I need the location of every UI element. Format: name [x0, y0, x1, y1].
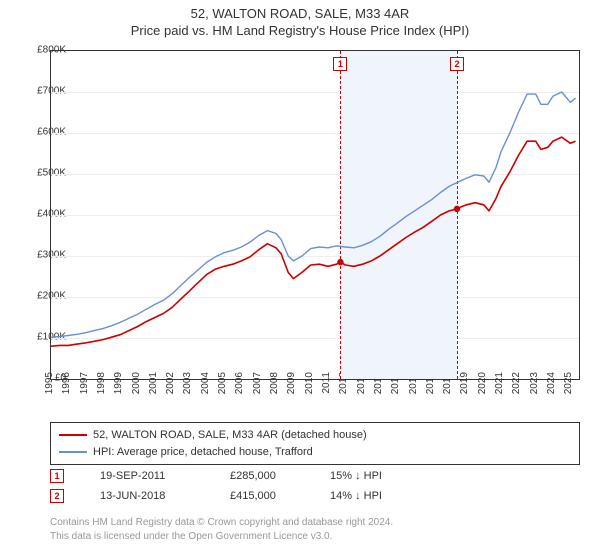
sale-point-marker — [454, 206, 460, 212]
legend-swatch-subject — [59, 434, 87, 436]
page-title: 52, WALTON ROAD, SALE, M33 4AR — [0, 0, 600, 23]
sale-marker-box: 2 — [450, 57, 464, 71]
series-line-subject — [51, 137, 576, 346]
chart-container: 52, WALTON ROAD, SALE, M33 4AR Price pai… — [0, 0, 600, 560]
legend-label-hpi: HPI: Average price, detached house, Traf… — [93, 444, 313, 461]
attribution-line1: Contains HM Land Registry data © Crown c… — [50, 516, 580, 530]
series-line-hpi — [51, 92, 576, 337]
legend-swatch-hpi — [59, 451, 87, 453]
page-subtitle: Price paid vs. HM Land Registry's House … — [0, 23, 600, 42]
attribution-line2: This data is licensed under the Open Gov… — [50, 530, 580, 544]
plot-area: 12 — [50, 50, 580, 380]
attribution: Contains HM Land Registry data © Crown c… — [50, 516, 580, 543]
legend-label-subject: 52, WALTON ROAD, SALE, M33 4AR (detached… — [93, 427, 367, 444]
legend: 52, WALTON ROAD, SALE, M33 4AR (detached… — [50, 422, 580, 465]
sale-point-marker — [337, 259, 343, 265]
table-row: 2 13-JUN-2018 £415,000 14% ↓ HPI — [50, 486, 580, 506]
sale-marker-box: 1 — [333, 57, 347, 71]
sale-diff: 15% ↓ HPI — [330, 470, 450, 482]
sale-price: £285,000 — [230, 470, 330, 482]
sale-date: 19-SEP-2011 — [100, 470, 230, 482]
sale-date: 13-JUN-2018 — [100, 490, 230, 502]
sale-marker-1: 1 — [50, 469, 64, 483]
table-row: 1 19-SEP-2011 £285,000 15% ↓ HPI — [50, 466, 580, 486]
sale-marker-2: 2 — [50, 489, 64, 503]
legend-item-hpi: HPI: Average price, detached house, Traf… — [59, 444, 571, 461]
sales-table: 1 19-SEP-2011 £285,000 15% ↓ HPI 2 13-JU… — [50, 466, 580, 506]
sale-diff: 14% ↓ HPI — [330, 490, 450, 502]
line-chart-svg — [51, 51, 579, 379]
legend-item-subject: 52, WALTON ROAD, SALE, M33 4AR (detached… — [59, 427, 571, 444]
sale-price: £415,000 — [230, 490, 330, 502]
